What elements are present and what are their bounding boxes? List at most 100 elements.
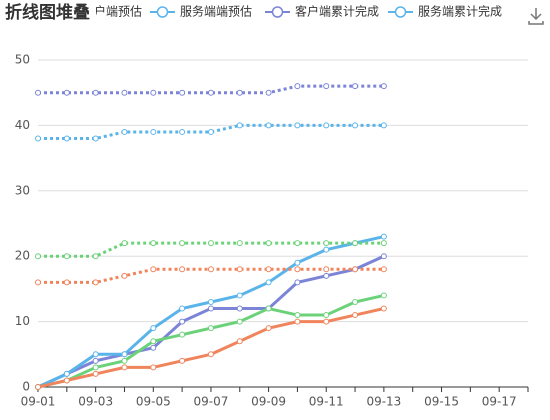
data-point xyxy=(352,298,359,305)
data-point xyxy=(236,122,243,129)
data-point xyxy=(179,357,186,364)
data-point xyxy=(179,89,186,96)
data-point xyxy=(207,298,214,305)
data-point xyxy=(150,89,157,96)
legend-label: 服务端累计完成 xyxy=(418,4,502,19)
chart-title: 折线图堆叠 xyxy=(5,2,90,23)
data-point xyxy=(265,122,272,129)
data-point xyxy=(323,318,330,325)
data-point xyxy=(236,266,243,273)
data-point xyxy=(207,128,214,135)
data-point xyxy=(380,305,387,312)
legend-icon xyxy=(394,6,407,18)
data-point xyxy=(236,240,243,247)
data-point xyxy=(121,89,128,96)
data-point xyxy=(179,240,186,247)
data-point xyxy=(63,135,70,142)
data-point xyxy=(92,253,99,260)
data-point xyxy=(121,364,128,371)
download-icon[interactable] xyxy=(528,8,544,25)
data-point xyxy=(121,128,128,135)
data-point xyxy=(352,83,359,90)
data-point xyxy=(207,89,214,96)
data-point xyxy=(236,338,243,345)
data-point xyxy=(150,128,157,135)
data-point xyxy=(323,122,330,129)
data-point xyxy=(265,279,272,286)
title-background xyxy=(0,0,96,26)
legend-icon xyxy=(156,6,169,18)
y-tick-label: 40 xyxy=(15,118,30,132)
data-point xyxy=(323,246,330,253)
data-point xyxy=(92,364,99,371)
data-point xyxy=(323,272,330,279)
data-point xyxy=(352,312,359,319)
data-point xyxy=(179,318,186,325)
y-tick-label: 20 xyxy=(15,249,30,263)
data-point xyxy=(207,266,214,273)
x-tick-label: 09-01 xyxy=(21,395,56,409)
data-point xyxy=(380,233,387,240)
data-point xyxy=(92,135,99,142)
x-tick-label: 09-07 xyxy=(194,395,229,409)
data-point xyxy=(380,83,387,90)
data-point xyxy=(236,292,243,299)
data-point xyxy=(352,122,359,129)
data-point xyxy=(207,351,214,358)
data-point xyxy=(179,331,186,338)
data-point xyxy=(150,266,157,273)
data-point xyxy=(265,240,272,247)
data-point xyxy=(380,122,387,129)
data-point xyxy=(352,240,359,247)
data-point xyxy=(323,240,330,247)
data-point xyxy=(150,364,157,371)
x-tick-label: 09-15 xyxy=(424,395,459,409)
series-line xyxy=(37,307,385,389)
data-point xyxy=(236,305,243,312)
data-point xyxy=(265,305,272,312)
data-point xyxy=(323,83,330,90)
data-point xyxy=(380,292,387,299)
data-point xyxy=(35,253,41,260)
data-point xyxy=(121,351,128,358)
data-point xyxy=(380,253,387,260)
x-tick-label: 09-03 xyxy=(78,395,113,409)
y-tick-label: 0 xyxy=(22,380,30,394)
data-point xyxy=(121,240,128,247)
data-point xyxy=(207,305,214,312)
data-point xyxy=(35,89,41,96)
legend-label: 客户端累计完成 xyxy=(295,4,379,19)
data-point xyxy=(92,279,99,286)
data-point xyxy=(35,384,41,390)
y-tick-label: 10 xyxy=(15,314,30,328)
data-point xyxy=(92,89,99,96)
data-point xyxy=(352,266,359,273)
data-point xyxy=(150,338,157,345)
data-point xyxy=(236,318,243,325)
data-point xyxy=(380,266,387,273)
data-point xyxy=(92,351,99,358)
data-point xyxy=(294,240,301,247)
legend-label: 客户端预估 xyxy=(82,4,142,19)
data-point xyxy=(179,128,186,135)
data-point xyxy=(121,357,128,364)
data-point xyxy=(35,135,41,142)
x-tick-label: 09-09 xyxy=(251,395,286,409)
x-tick-label: 09-11 xyxy=(309,395,344,409)
data-point xyxy=(150,325,157,332)
data-point xyxy=(207,240,214,247)
data-point xyxy=(63,89,70,96)
y-tick-label: 30 xyxy=(15,183,30,197)
data-point xyxy=(150,240,157,247)
data-point xyxy=(179,266,186,273)
data-point xyxy=(63,370,70,377)
data-point xyxy=(35,279,41,286)
data-point xyxy=(294,279,301,286)
x-tick-label: 09-13 xyxy=(366,395,401,409)
x-tick-label: 09-17 xyxy=(482,395,517,409)
data-point xyxy=(121,272,128,279)
data-point xyxy=(63,377,70,384)
data-point xyxy=(179,305,186,312)
data-point xyxy=(63,279,70,286)
data-point xyxy=(294,318,301,325)
